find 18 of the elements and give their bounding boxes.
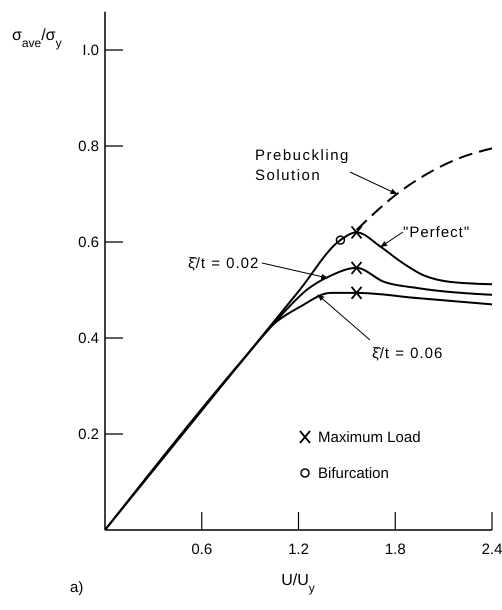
y-tick-label: I.0 bbox=[82, 42, 99, 59]
x-axis-title: U/U$_{y}$ bbox=[281, 572, 315, 595]
annotation: ξ̂/t = 0.02 bbox=[188, 255, 260, 272]
x-tick-label: 1.2 bbox=[288, 541, 309, 558]
x-tick-label: 0.6 bbox=[191, 541, 212, 558]
x-tick-label: 1.8 bbox=[384, 541, 406, 558]
y-tick-label: 0.8 bbox=[78, 138, 99, 155]
text: a) bbox=[70, 579, 84, 596]
annotation: Prebuckling Solution bbox=[255, 147, 350, 184]
x-tick-label: 2.4 bbox=[482, 541, 502, 558]
legend-label: Maximum Load bbox=[318, 429, 421, 446]
y-tick-label: 0.4 bbox=[78, 330, 99, 347]
annotation: "Perfect" bbox=[403, 224, 470, 241]
legend-label: Bifurcation bbox=[318, 465, 389, 482]
y-tick-label: 0.2 bbox=[78, 426, 99, 443]
annotation: ξ̂/t = 0.06 bbox=[372, 345, 444, 362]
y-axis-title: σ$_{ave}$/σ$_{y}$ bbox=[12, 27, 62, 50]
y-tick-label: 0.6 bbox=[78, 234, 99, 251]
